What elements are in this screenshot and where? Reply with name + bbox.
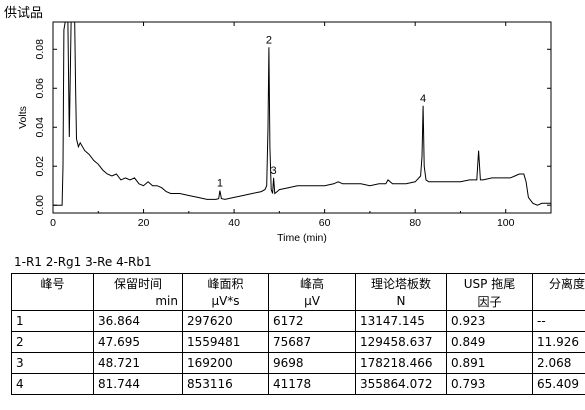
table-cell: 178218.466 xyxy=(355,352,447,374)
unit-tailing: 因子 xyxy=(446,292,533,311)
x-tick-label: 40 xyxy=(228,217,240,229)
unit-peak-area: μV*s xyxy=(182,292,269,311)
table-header-row: 峰号 保留时间 峰面积 峰高 理论塔板数 USP 拖尾 分离度 xyxy=(11,273,585,292)
x-axis-label: Time (min) xyxy=(277,232,327,244)
header-retention-time: 保留时间 xyxy=(93,273,183,292)
header-peak-area: 峰面积 xyxy=(182,273,269,292)
table-cell: 47.695 xyxy=(93,331,183,353)
x-tick-label: 100 xyxy=(497,217,515,229)
series-line xyxy=(53,21,551,206)
table-cell: 0.793 xyxy=(446,373,533,395)
table-cell: 65.409 xyxy=(532,373,585,395)
table-cell: 853116 xyxy=(182,373,269,395)
peak-label: 1 xyxy=(217,178,223,190)
peak-label: 4 xyxy=(420,93,426,105)
table-cell: 169200 xyxy=(182,352,269,374)
table-cell: 1559481 xyxy=(182,331,269,353)
unit-retention-time: min xyxy=(93,292,183,311)
y-tick-label: 0.02 xyxy=(34,156,46,177)
unit-peak-no xyxy=(11,292,94,311)
table-cell: 48.721 xyxy=(93,352,183,374)
unit-plate-count: N xyxy=(355,292,447,311)
table-cell: 81.744 xyxy=(93,373,183,395)
table-unit-row: min μV*s μV N 因子 xyxy=(11,292,585,311)
unit-peak-height: μV xyxy=(268,292,356,311)
y-axis-label: Volts xyxy=(17,106,29,129)
table-cell: 2.068 xyxy=(532,352,585,374)
table-row: 4 81.744 853116 41178 355864.072 0.793 6… xyxy=(11,373,585,395)
header-plate-count: 理论塔板数 xyxy=(355,273,447,292)
header-resolution: 分离度 xyxy=(532,273,585,292)
table-cell: 13147.145 xyxy=(355,310,447,332)
table-cell: 0.849 xyxy=(446,331,533,353)
peak-label: 2 xyxy=(266,34,272,46)
table-cell: 1 xyxy=(11,310,94,332)
unit-resolution xyxy=(532,292,585,311)
table-cell: 3 xyxy=(11,352,94,374)
peak-legend: 1-R1 2-Rg1 3-Re 4-Rb1 xyxy=(14,255,152,269)
y-tick-label: 0.06 xyxy=(34,78,46,99)
axis-ticks: 0 20 40 60 80 100 0.00 0.02 0.04 0.06 0.08 xyxy=(34,22,551,229)
table-cell: 297620 xyxy=(182,310,269,332)
y-tick-label: 0.04 xyxy=(34,117,46,138)
table-cell: 11.926 xyxy=(532,331,585,353)
table-row: 1 36.864 297620 6172 13147.145 0.923 -- xyxy=(11,310,585,332)
x-tick-label: 80 xyxy=(409,217,421,229)
table-cell: 41178 xyxy=(268,373,356,395)
table-row: 3 48.721 169200 9698 178218.466 0.891 2.… xyxy=(11,352,585,374)
table-cell: 2 xyxy=(11,331,94,353)
chromatogram-chart: 0 20 40 60 80 100 0.00 0.02 0.04 0.06 0.08 1 2 3 4 Ti… xyxy=(17,21,552,244)
plot-frame xyxy=(52,21,552,214)
y-tick-label: 0.00 xyxy=(34,195,46,216)
x-tick-label: 60 xyxy=(319,217,331,229)
y-tick-label: 0.08 xyxy=(34,39,46,60)
peak-label: 3 xyxy=(271,165,277,177)
table-cell: 6172 xyxy=(268,310,356,332)
header-tailing: USP 拖尾 xyxy=(446,273,533,292)
table-cell: 0.891 xyxy=(446,352,533,374)
sample-label: 供试品 xyxy=(4,6,44,21)
table-cell: 36.864 xyxy=(93,310,183,332)
table-cell: 129458.637 xyxy=(355,331,447,353)
table-row: 2 47.695 1559481 75687 129458.637 0.849 … xyxy=(11,331,585,353)
table-cell: -- xyxy=(532,310,585,332)
x-tick-label: 20 xyxy=(138,217,150,229)
header-peak-no: 峰号 xyxy=(11,273,94,292)
header-peak-height: 峰高 xyxy=(268,273,356,292)
peak-results-table: 峰号 保留时间 峰面积 峰高 理论塔板数 USP 拖尾 分离度 min μV*s… xyxy=(11,273,585,395)
table-cell: 355864.072 xyxy=(355,373,447,395)
x-tick-label: 0 xyxy=(50,217,56,229)
table-cell: 9698 xyxy=(268,352,356,374)
peak-labels: 1 2 3 4 xyxy=(217,34,426,189)
table-cell: 4 xyxy=(11,373,94,395)
chart-axes xyxy=(52,21,552,214)
table-cell: 75687 xyxy=(268,331,356,353)
table-cell: 0.923 xyxy=(446,310,533,332)
chromatogram-trace xyxy=(53,21,551,206)
